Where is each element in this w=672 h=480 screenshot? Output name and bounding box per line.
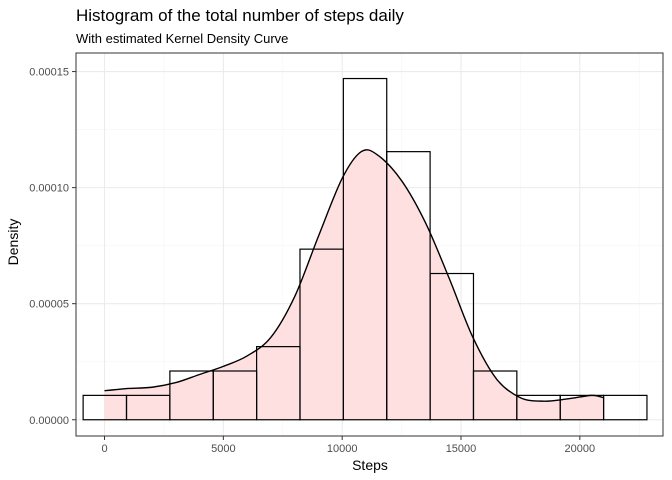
density-area bbox=[104, 149, 604, 420]
chart-subtitle: With estimated Kernel Density Curve bbox=[76, 31, 288, 46]
y-tick-label: 0.00015 bbox=[29, 67, 69, 79]
x-tick-label: 10000 bbox=[327, 443, 358, 455]
x-tick-label: 5000 bbox=[211, 443, 235, 455]
x-axis-title: Steps bbox=[352, 457, 388, 473]
density-curve bbox=[104, 149, 604, 402]
y-axis: 0.00000 0.00005 0.00010 0.00015 bbox=[29, 67, 76, 427]
histogram-bar bbox=[429, 272, 475, 421]
y-tick-label: 0.00005 bbox=[29, 299, 69, 311]
chart-title: Histogram of the total number of steps d… bbox=[76, 6, 404, 25]
y-tick-label: 0.00000 bbox=[29, 415, 69, 427]
histogram-bar bbox=[602, 394, 648, 421]
panel-frame bbox=[75, 52, 664, 437]
x-axis: 0 5000 10000 15000 20000 bbox=[101, 436, 595, 455]
x-tick-label: 15000 bbox=[446, 443, 477, 455]
density-fill bbox=[104, 149, 604, 420]
y-axis-title: Density bbox=[5, 219, 21, 266]
x-tick-label: 0 bbox=[101, 443, 107, 455]
y-tick-label: 0.00010 bbox=[29, 183, 69, 195]
density-line bbox=[104, 149, 604, 402]
panel-border bbox=[75, 52, 664, 437]
histogram-bars bbox=[82, 77, 648, 421]
x-tick-label: 20000 bbox=[565, 443, 596, 455]
